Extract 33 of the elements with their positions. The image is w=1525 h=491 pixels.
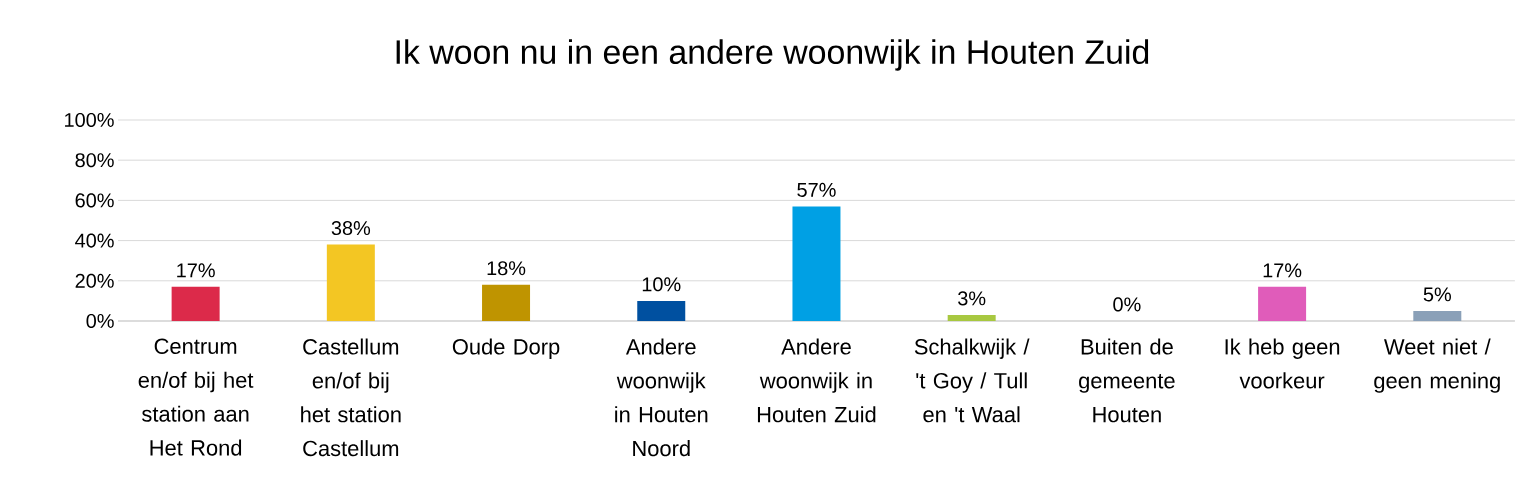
data-label: 38%	[331, 220, 371, 236]
y-tick-label: 100%	[65, 112, 114, 128]
x-tick-label: Weet niet / geen mening	[1374, 338, 1500, 393]
data-label: 0%	[1113, 297, 1141, 312]
y-tick-label: 0%	[86, 313, 114, 329]
bar	[482, 284, 531, 321]
bar	[1413, 310, 1462, 321]
data-label: 17%	[177, 263, 215, 278]
bar	[947, 314, 996, 321]
data-label: 3%	[958, 291, 986, 306]
data-label: 17%	[1263, 263, 1302, 278]
x-tick-label: Castellum en/of bij het station Castellum	[301, 338, 401, 457]
bar	[171, 286, 220, 321]
x-tick-label: Centrum en/of bij het station aan Het Rond	[138, 338, 254, 456]
y-tick-label: 60%	[75, 193, 114, 208]
data-label: 10%	[642, 277, 681, 292]
chart-title: Ik woon nu in een andere woonwijk in Houten Zuid	[396, 39, 1149, 71]
data-label: 57%	[797, 182, 836, 197]
x-tick-label: Andere woonwijk in Houten Noord	[615, 338, 708, 457]
x-tick-label: Ik heb geen voorkeur	[1225, 338, 1340, 389]
data-label: 18%	[487, 261, 526, 276]
y-tick-label: 80%	[75, 153, 114, 168]
x-tick-label: Oude Dorp	[452, 338, 560, 359]
x-tick-label: Andere woonwijk in Houten Zuid	[757, 338, 876, 423]
y-tick-label: 40%	[75, 233, 114, 248]
bar	[792, 206, 841, 321]
data-label: 5%	[1423, 287, 1451, 302]
bar	[637, 300, 686, 321]
y-tick-label: 20%	[75, 273, 114, 288]
bar	[1258, 286, 1307, 321]
bar	[326, 244, 375, 321]
x-tick-label: Schalkwijk / 't Goy / Tull en 't Waal	[914, 338, 1030, 423]
x-tick-label: Buiten de gemeente Houten	[1079, 338, 1175, 423]
